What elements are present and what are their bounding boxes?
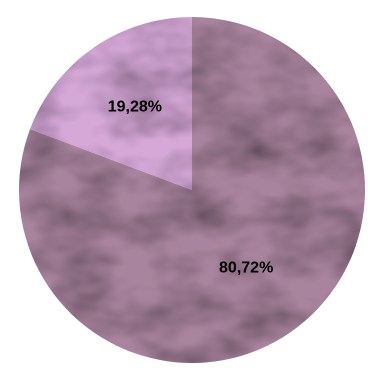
pie-slice-label-1: 80,72%: [219, 259, 273, 276]
pie-slice-2: [30, 17, 192, 190]
pie-slice-label-2: 19,28%: [108, 99, 162, 116]
pie-slice-1: [19, 17, 366, 364]
pie-slice-labels: 80,72% 19,28%: [108, 99, 274, 277]
pie-slices: [19, 17, 366, 364]
